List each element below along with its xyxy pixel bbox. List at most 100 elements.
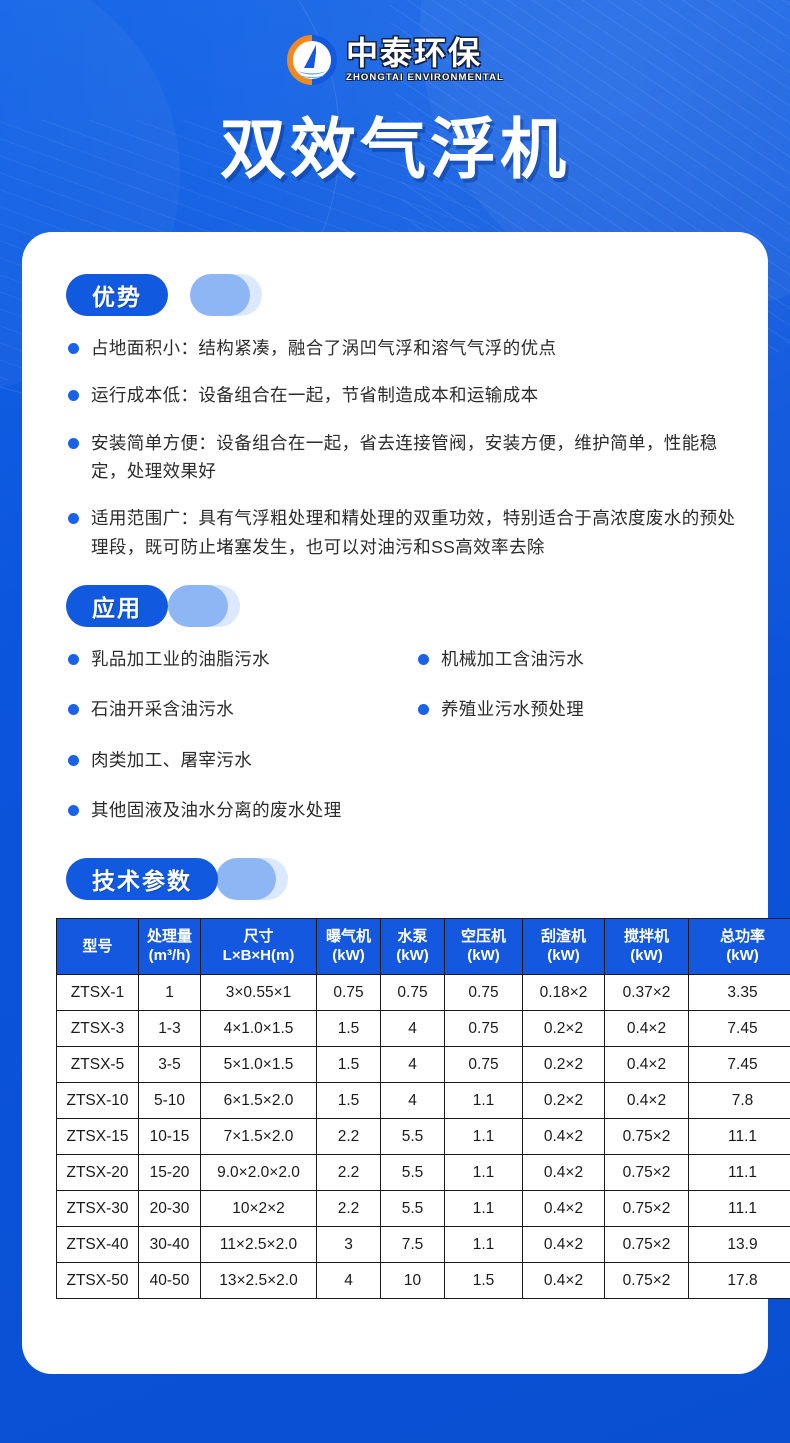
list-item: 适用范围广：具有气浮粗处理和精处理的双重功效，特别适合于高浓度废水的预处理段，既… (68, 504, 736, 561)
list-item: 占地面积小：结构紧凑，融合了涡凹气浮和溶气气浮的优点 (68, 334, 736, 362)
cell-value: 1.1 (444, 1154, 523, 1192)
cell-value: 1 (138, 974, 201, 1012)
cell-value: 4 (380, 1046, 445, 1084)
cell-value: 1.1 (444, 1118, 523, 1156)
column-header-model: 型号 (56, 918, 139, 976)
cell-value: 2.2 (316, 1154, 381, 1192)
cell-value: 7.45 (688, 1010, 790, 1048)
column-header-mixer: 搅拌机 (kW) (604, 918, 689, 976)
cell-value: 4 (316, 1262, 381, 1300)
cell-value: 0.2×2 (522, 1082, 605, 1120)
cell-value: 0.75 (444, 1046, 523, 1084)
cell-value: 0.75×2 (604, 1190, 689, 1228)
bullet-dot-icon (68, 437, 79, 449)
cell-value: 0.18×2 (522, 974, 605, 1012)
specs-table-wrapper: 型号 处理量 (m³/h) 尺寸 L×B×H(m) 曝气机 (kW) (52, 918, 790, 1300)
cell-model: ZTSX-5 (56, 1046, 139, 1084)
cell-value: 0.75 (444, 1010, 523, 1048)
cell-value: 7.8 (688, 1082, 790, 1120)
list-item: 运行成本低：设备组合在一起，节省制造成本和运输成本 (68, 381, 736, 409)
cell-value: 15-20 (138, 1154, 201, 1192)
application-text: 机械加工含油污水 (441, 649, 585, 670)
cell-value: 3.35 (688, 974, 790, 1012)
zhongtai-sail-emblem-icon (286, 34, 338, 86)
cell-value: 4 (380, 1082, 445, 1120)
cell-value: 13×2.5×2.0 (200, 1262, 317, 1300)
bullet-dot-icon (68, 513, 79, 525)
cell-value: 0.75 (380, 974, 445, 1012)
advantage-text: 运行成本低：设备组合在一起，节省制造成本和运输成本 (91, 385, 539, 406)
bullet-dot-icon (68, 754, 79, 766)
column-header-scraper: 刮渣机 (kW) (522, 918, 605, 976)
cell-value: 13.9 (688, 1226, 790, 1264)
table-row: ZTSX-50 40-50 13×2.5×2.0 4 10 1.5 0.4×2 0.75×2 1… (56, 1262, 790, 1300)
cell-model: ZTSX-3 (56, 1010, 139, 1048)
content-card: 优势 占地面积小：结构紧凑，融合了涡凹气浮和溶气气浮的优点 运行成本低：设备组合… (22, 232, 790, 1374)
cell-value: 5×1.0×1.5 (200, 1046, 317, 1084)
cell-value: 0.75×2 (604, 1154, 689, 1192)
cell-value: 0.4×2 (604, 1046, 689, 1084)
specs-table: 型号 处理量 (m³/h) 尺寸 L×B×H(m) 曝气机 (kW) (56, 918, 790, 1300)
cell-value: 5.5 (380, 1190, 445, 1228)
application-text: 养殖业污水预处理 (441, 699, 585, 720)
bullet-dot-icon (418, 704, 429, 716)
cell-value: 10×2×2 (200, 1190, 317, 1228)
cell-value: 11.1 (688, 1118, 790, 1156)
advantage-text: 占地面积小：结构紧凑，融合了涡凹气浮和溶气气浮的优点 (91, 338, 557, 358)
cell-value: 3 (316, 1226, 381, 1264)
cell-value: 9.0×2.0×2.0 (200, 1154, 317, 1192)
cell-value: 3-5 (138, 1046, 201, 1084)
list-item: 石油开采含油污水 (68, 695, 408, 723)
bullet-dot-icon (418, 654, 429, 666)
bullet-dot-icon (68, 704, 79, 716)
application-text: 乳品加工业的油脂污水 (91, 649, 270, 670)
advantage-text: 安装简单方便：设备组合在一起，省去连接管阀，安装方便，维护简单，性能稳定，处理效… (91, 432, 718, 482)
cell-value: 30-40 (138, 1226, 201, 1264)
page-header: 中泰环保 ZHONGTAI ENVIRONMENTAL 双效气浮机 (0, 0, 790, 186)
advantages-heading: 优势 (66, 274, 168, 316)
column-header-water-pump: 水泵 (kW) (380, 918, 445, 976)
specs-section-header: 技术参数 (52, 858, 738, 901)
bullet-dot-icon (68, 343, 79, 354)
cell-model: ZTSX-20 (56, 1154, 139, 1192)
page-title: 双效气浮机 (220, 112, 570, 186)
cell-value: 0.2×2 (522, 1046, 605, 1084)
brand-name-cn: 中泰环保 (346, 34, 483, 71)
cell-value: 4 (380, 1010, 445, 1048)
cell-value: 0.4×2 (522, 1154, 605, 1192)
column-header-air-compressor: 空压机 (kW) (444, 918, 523, 976)
cell-value: 1.5 (316, 1082, 381, 1120)
column-header-dimensions: 尺寸 L×B×H(m) (200, 918, 317, 976)
cell-value: 0.2×2 (522, 1010, 605, 1048)
list-item: 机械加工含油污水 (418, 645, 736, 673)
cell-value: 1.5 (444, 1262, 523, 1300)
cell-value: 1.5 (316, 1010, 381, 1048)
cell-value: 1.5 (316, 1046, 381, 1084)
cell-model: ZTSX-10 (56, 1082, 139, 1120)
bullet-dot-icon (68, 805, 79, 817)
table-header-row: 型号 处理量 (m³/h) 尺寸 L×B×H(m) 曝气机 (kW) (56, 918, 790, 976)
bullet-dot-icon (68, 654, 79, 666)
advantages-section-header: 优势 (52, 274, 738, 316)
cell-value: 1-3 (138, 1010, 201, 1048)
table-row: ZTSX-5 3-5 5×1.0×1.5 1.5 4 0.75 0.2×2 0.4×2 7.45 (56, 1046, 790, 1084)
cell-value: 5-10 (138, 1082, 201, 1120)
bullet-dot-icon (68, 390, 79, 402)
cell-model: ZTSX-50 (56, 1262, 139, 1300)
pill-shadow-mid (216, 858, 276, 901)
cell-value: 1.1 (444, 1082, 523, 1120)
cell-value: 0.75 (316, 974, 381, 1012)
applications-right-column: 机械加工含油污水 养殖业污水预处理 (418, 645, 736, 846)
cell-value: 11.1 (688, 1154, 790, 1192)
cell-value: 17.8 (688, 1262, 790, 1300)
list-item: 乳品加工业的油脂污水 (68, 645, 408, 673)
applications-section-header: 应用 (52, 585, 738, 628)
pill-shadow-mid (190, 274, 250, 316)
cell-model: ZTSX-1 (56, 974, 139, 1012)
cell-value: 0.75×2 (604, 1226, 689, 1264)
applications-left-column: 乳品加工业的油脂污水 石油开采含油污水 肉类加工、屠宰污水 其他固液及油水分离的… (68, 645, 408, 846)
table-row: ZTSX-10 5-10 6×1.5×2.0 1.5 4 1.1 0.2×2 0.4×2 7.8 (56, 1082, 790, 1120)
brand-logo-text: 中泰环保 ZHONGTAI ENVIRONMENTAL (346, 34, 504, 83)
application-text: 石油开采含油污水 (91, 699, 235, 720)
list-item: 养殖业污水预处理 (418, 695, 736, 723)
